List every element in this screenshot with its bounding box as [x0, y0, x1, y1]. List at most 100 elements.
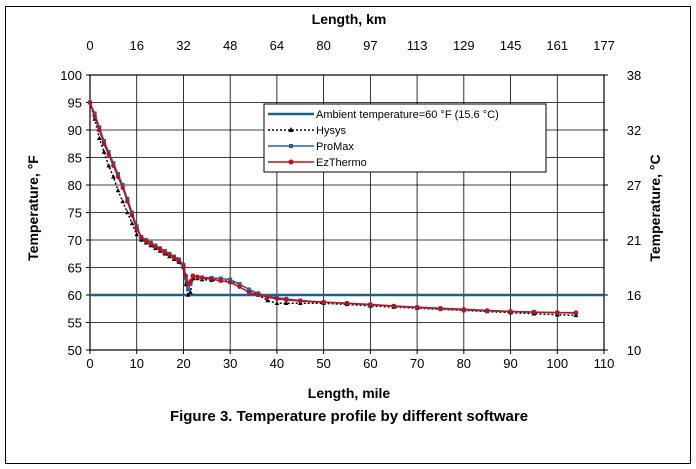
- y2-tick-label: 16: [627, 288, 641, 303]
- ezthermo-point: [209, 276, 214, 282]
- x-tick-label: 0: [86, 356, 93, 371]
- x-tick-label: 30: [223, 356, 237, 371]
- ezthermo-point: [162, 249, 167, 255]
- ezthermo-point: [227, 280, 233, 285]
- y-tick-label: 60: [68, 288, 82, 303]
- promax-point: [237, 282, 242, 286]
- x2-tick-label: 64: [270, 38, 284, 53]
- ezthermo-point: [321, 299, 326, 305]
- ezthermo-point: [181, 263, 186, 269]
- ezthermo-point: [391, 303, 396, 309]
- ezthermo-point: [414, 304, 420, 310]
- x2-tick-label: 177: [593, 38, 615, 53]
- ezthermo-point: [134, 226, 139, 232]
- ezthermo-point: [573, 310, 579, 315]
- ezthermo-point: [284, 297, 289, 303]
- x2-tick-label: 48: [223, 38, 237, 53]
- x2-tick-label: 145: [500, 38, 522, 53]
- x2-tick-label: 129: [453, 38, 475, 53]
- ezthermo-point: [246, 290, 252, 295]
- x2-tick-label: 97: [363, 38, 377, 53]
- x-tick-label: 20: [176, 356, 190, 371]
- y-tick-label: 50: [68, 343, 82, 358]
- x-tick-label: 70: [410, 356, 424, 371]
- y2-tick-label: 27: [627, 178, 641, 193]
- y-tick-label: 80: [68, 178, 82, 193]
- hysys-point: [129, 221, 135, 226]
- ezthermo-point: [195, 274, 200, 280]
- ezthermo-point: [555, 310, 560, 315]
- x2-tick-label: 161: [546, 38, 568, 53]
- promax-point: [106, 150, 111, 154]
- promax-point: [218, 276, 223, 281]
- y-tick-label: 90: [68, 123, 82, 138]
- promax-point: [102, 139, 107, 143]
- promax-point: [92, 111, 97, 116]
- top-axis-title: Length, km: [312, 11, 387, 27]
- hysys-point: [120, 199, 126, 204]
- ezthermo-point: [344, 301, 350, 306]
- ezthermo-point: [176, 258, 181, 263]
- y-tick-label: 100: [60, 68, 82, 83]
- ezthermo-point: [274, 296, 280, 302]
- legend-label: EzThermo: [316, 157, 367, 169]
- hysys-point: [185, 292, 191, 297]
- x2-tick-label: 113: [407, 38, 428, 53]
- ezthermo-point: [106, 152, 111, 157]
- ezthermo-point: [256, 292, 261, 298]
- ezthermo-point: [183, 273, 188, 278]
- legend-label: ProMax: [316, 141, 354, 153]
- y2-tick-label: 32: [627, 123, 641, 138]
- x2-tick-label: 32: [176, 38, 190, 53]
- ezthermo-point: [188, 279, 193, 284]
- x-tick-label: 60: [363, 356, 377, 371]
- y2-tick-label: 21: [627, 233, 641, 248]
- promax-point: [120, 183, 125, 187]
- ezthermo-point: [298, 298, 303, 304]
- promax-point: [228, 277, 233, 282]
- ezthermo-point: [199, 275, 205, 281]
- x-tick-label: 90: [503, 356, 517, 371]
- promax-point: [97, 125, 102, 130]
- x-tick-label: 80: [457, 356, 471, 371]
- hysys-point: [283, 300, 289, 306]
- ezthermo-point: [368, 302, 373, 307]
- y-tick-label: 55: [68, 316, 82, 331]
- right-axis-title: Temperature, °C: [647, 154, 663, 261]
- hysys-point: [134, 232, 140, 237]
- ezthermo-point: [237, 284, 242, 289]
- hysys-point: [97, 135, 102, 141]
- promax-point: [134, 224, 139, 229]
- promax-point: [186, 287, 191, 292]
- ezthermo-point: [143, 238, 149, 244]
- y2-tick-label: 38: [627, 68, 641, 83]
- y-tick-label: 95: [68, 96, 82, 111]
- hysys-point: [265, 298, 270, 303]
- left-axis-title: Temperature, °F: [25, 155, 41, 261]
- figure-caption: Figure 3. Temperature profile by differe…: [170, 408, 528, 425]
- ezthermo-point: [171, 255, 177, 260]
- ezthermo-point: [101, 141, 107, 146]
- x-tick-label: 110: [594, 356, 615, 371]
- x-tick-label: 50: [316, 356, 330, 371]
- y-tick-label: 75: [68, 206, 82, 221]
- legend-marker-ezthermo: [288, 159, 294, 165]
- promax-point: [111, 161, 116, 165]
- ezthermo-point: [139, 235, 144, 240]
- ezthermo-point: [87, 100, 93, 105]
- ezthermo-point: [125, 199, 130, 204]
- hysys-point: [125, 210, 130, 215]
- y2-tick-label: 10: [627, 343, 641, 358]
- x2-tick-label: 16: [129, 38, 143, 53]
- y-tick-label: 65: [68, 261, 82, 276]
- x-tick-label: 100: [546, 356, 568, 371]
- ezthermo-point: [190, 273, 195, 278]
- bottom-axis-title: Length, mile: [308, 385, 391, 401]
- ezthermo-point: [461, 307, 467, 312]
- ezthermo-point: [129, 213, 135, 218]
- y-tick-label: 85: [68, 151, 82, 166]
- ezthermo-point: [92, 114, 97, 119]
- hysys-point: [139, 237, 144, 242]
- ezthermo-point: [115, 174, 121, 179]
